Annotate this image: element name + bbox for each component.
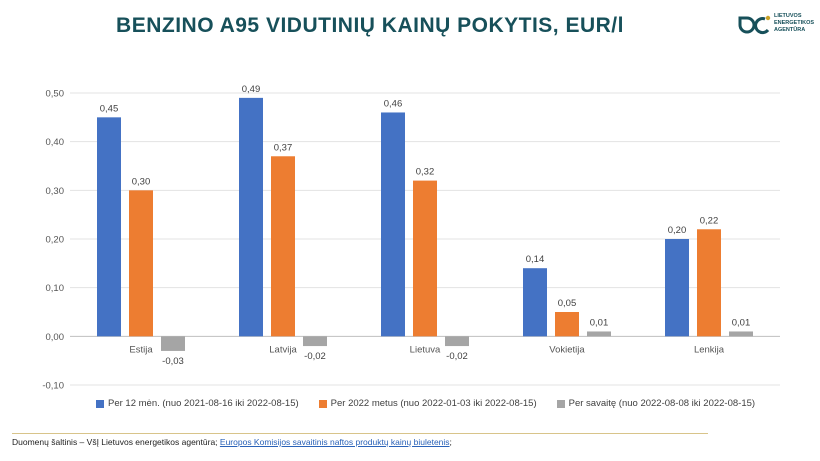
bar xyxy=(97,117,121,337)
legend-swatch xyxy=(556,399,565,408)
data-label: 0,22 xyxy=(700,215,719,226)
chart-title: BENZINO A95 VIDUTINIŲ KAINŲ POKYTIS, EUR… xyxy=(116,14,624,37)
y-tick-label: 0,30 xyxy=(46,186,65,197)
data-label: 0,01 xyxy=(732,317,751,328)
legend-label: Per 2022 metus (nuo 2022-01-03 iki 2022-… xyxy=(330,398,537,409)
data-label: 0,05 xyxy=(558,298,577,309)
bar xyxy=(161,336,185,351)
bar xyxy=(129,190,153,337)
y-tick-label: -0,10 xyxy=(42,381,64,392)
bar xyxy=(445,336,469,347)
bar xyxy=(413,180,437,337)
data-label: 0,20 xyxy=(668,225,687,236)
y-tick-label: 0,00 xyxy=(46,332,65,343)
data-label: -0,02 xyxy=(446,351,468,362)
data-label: 0,30 xyxy=(132,176,151,187)
data-label: 0,32 xyxy=(416,167,435,178)
source-suffix: ; xyxy=(449,437,452,447)
legend-swatch xyxy=(96,399,104,408)
logo-line: AGENTŪRA xyxy=(774,27,806,33)
source-prefix: Duomenų šaltinis – VšĮ Lietuvos energeti… xyxy=(12,437,220,447)
data-label: 0,45 xyxy=(100,103,119,114)
bar xyxy=(697,229,721,337)
source-divider xyxy=(12,433,708,434)
category-label: Vokietija xyxy=(549,344,585,355)
legend-item: Per savaitę (nuo 2022-08-08 iki 2022-08-… xyxy=(556,398,756,409)
bar xyxy=(271,156,295,337)
legend-item: Per 2022 metus (nuo 2022-01-03 iki 2022-… xyxy=(318,398,537,409)
data-label: 0,46 xyxy=(384,98,403,109)
bar xyxy=(381,112,405,337)
bar-chart: -0,10 0,00 0,10 0,20 0,30 0,40 0,50 0,45 0,30 -0,… xyxy=(42,84,780,392)
data-label: 0,37 xyxy=(274,142,293,153)
category-label: Lietuva xyxy=(410,344,441,355)
agency-logo: LIETUVOS ENERGETIKOS AGENTŪRA xyxy=(738,10,818,40)
bar xyxy=(303,336,327,347)
y-tick-label: 0,10 xyxy=(46,283,65,294)
legend-swatch xyxy=(318,399,327,408)
data-label: 0,49 xyxy=(242,84,261,95)
y-tick-label: 0,50 xyxy=(46,89,65,100)
category-label: Estija xyxy=(129,344,153,355)
data-label: 0,01 xyxy=(590,317,609,328)
bar xyxy=(665,239,689,337)
data-label: 0,14 xyxy=(526,254,545,265)
data-label: -0,02 xyxy=(304,351,326,362)
legend-label: Per savaitę (nuo 2022-08-08 iki 2022-08-… xyxy=(568,398,756,409)
bar xyxy=(587,331,611,337)
bar xyxy=(729,331,753,337)
category-label: Lenkija xyxy=(694,344,725,355)
legend-label: Per 12 mėn. (nuo 2021-08-16 iki 2022-08-… xyxy=(108,398,299,409)
data-label: -0,03 xyxy=(162,356,184,367)
agency-logo-text: LIETUVOS ENERGETIKOS AGENTŪRA xyxy=(774,13,814,34)
agency-logo-mark xyxy=(738,15,771,35)
source-note: Duomenų šaltinis – VšĮ Lietuvos energeti… xyxy=(12,437,452,447)
bar xyxy=(239,97,263,337)
logo-line: LIETUVOS xyxy=(774,13,802,19)
bar xyxy=(555,312,579,337)
category-label: Latvija xyxy=(269,344,297,355)
chart-legend: Per 12 mėn. (nuo 2021-08-16 iki 2022-08-… xyxy=(96,398,755,409)
bar xyxy=(523,268,547,337)
legend-item: Per 12 mėn. (nuo 2021-08-16 iki 2022-08-… xyxy=(96,398,299,409)
logo-line: ENERGETIKOS xyxy=(774,20,815,26)
y-tick-label: 0,20 xyxy=(46,235,65,246)
y-tick-label: 0,40 xyxy=(46,137,65,148)
source-link[interactable]: Europos Komisijos savaitinis naftos prod… xyxy=(219,437,450,447)
